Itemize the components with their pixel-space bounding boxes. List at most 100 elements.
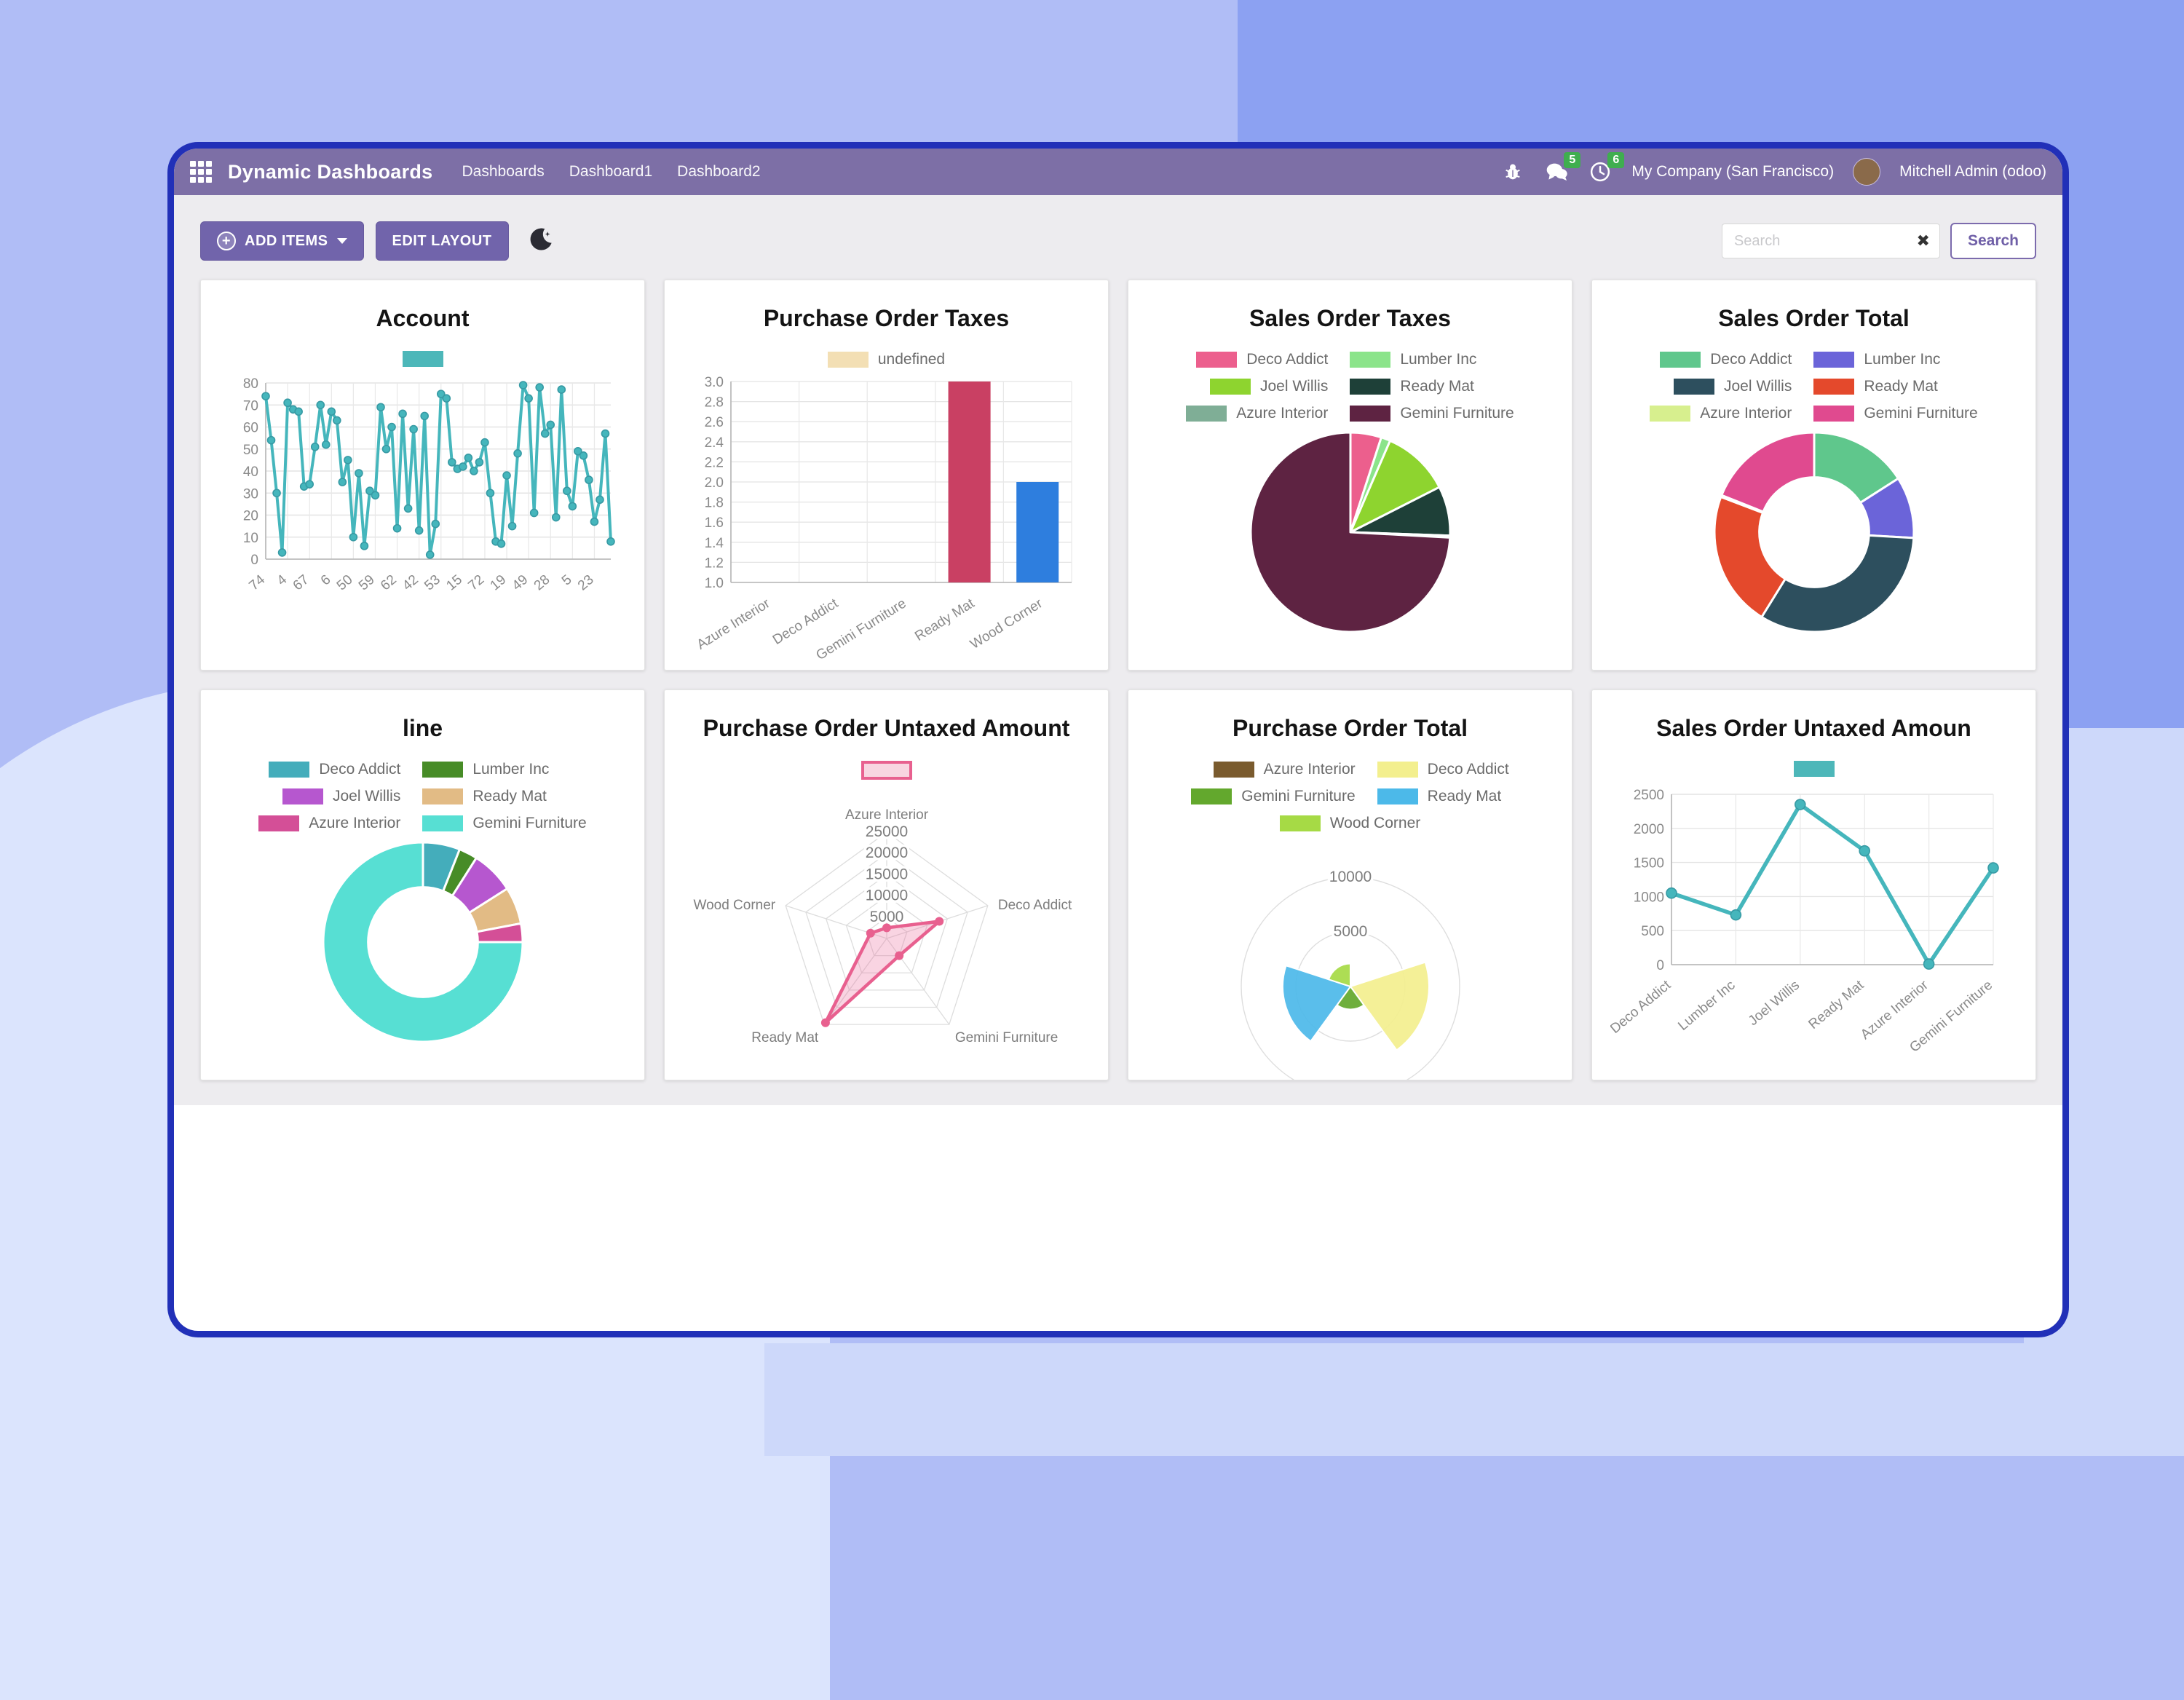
svg-text:Ready Mat: Ready Mat	[751, 1030, 819, 1045]
legend-item[interactable]: Lumber Inc	[1813, 351, 1940, 368]
svg-text:Wood Corner: Wood Corner	[693, 898, 775, 913]
chart-legend: Deco Addict Lumber Inc Joel Willis Ready Ma…	[1186, 351, 1514, 422]
card-sales-order-total: Sales Order Total Deco Addict Lumber Inc J…	[1591, 280, 2036, 671]
legend-swatch	[269, 762, 310, 778]
svg-text:42: 42	[400, 572, 422, 594]
svg-text:20: 20	[242, 509, 258, 524]
legend-swatch	[1350, 352, 1391, 368]
legend-swatch	[1813, 352, 1855, 368]
chart-legend: Azure Interior Deco Addict Gemini Furnitur…	[1191, 761, 1509, 832]
add-items-button[interactable]: + ADD ITEMS	[200, 221, 364, 261]
debug-bug-icon[interactable]	[1500, 159, 1525, 184]
legend-label: Gemini Furniture	[1400, 405, 1514, 422]
legend-item[interactable]: Azure Interior	[1650, 405, 1792, 422]
legend-label: Deco Addict	[1427, 761, 1509, 778]
svg-text:2.0: 2.0	[704, 475, 723, 491]
svg-text:5000: 5000	[869, 909, 903, 925]
legend-item[interactable]: Ready Mat	[422, 788, 547, 805]
legend-item[interactable]: undefined	[827, 351, 945, 368]
nav-menu-dashboards[interactable]: Dashboards	[462, 163, 545, 180]
legend-item[interactable]: Ready Mat	[1350, 378, 1474, 395]
navbar: Dynamic Dashboards Dashboards Dashboard1…	[174, 149, 2062, 195]
legend-label: Lumber Inc	[1864, 351, 1941, 368]
legend-item[interactable]	[860, 761, 912, 780]
legend-item[interactable]: Joel Willis	[1209, 378, 1328, 395]
user-menu[interactable]: Mitchell Admin (odoo)	[1899, 163, 2046, 180]
user-avatar[interactable]	[1853, 158, 1881, 186]
legend-item[interactable]: Azure Interior	[1213, 761, 1356, 778]
chart-legend: Deco Addict Lumber Inc Joel Willis Ready Ma…	[258, 761, 587, 832]
legend-item[interactable]: Ready Mat	[1813, 378, 1938, 395]
legend-item[interactable]: Deco Addict	[1660, 351, 1792, 368]
clear-search-icon[interactable]: ✖	[1916, 232, 1930, 250]
chart-legend: Deco Addict Lumber Inc Joel Willis Ready Ma…	[1650, 351, 1978, 422]
svg-text:60: 60	[242, 421, 258, 436]
purchase-order-total-polar-chart: 5000 10000	[1240, 866, 1460, 1080]
legend-swatch	[422, 762, 464, 778]
svg-text:25000: 25000	[865, 823, 907, 840]
nav-menu-dashboard1[interactable]: Dashboard1	[569, 163, 653, 180]
legend-item[interactable]: Ready Mat	[1377, 788, 1501, 805]
card-account: Account 0 10 20 30 40 50 60 70 80 74 4 67 6 50 59 62 42 5…	[200, 280, 645, 671]
messages-icon[interactable]: 5	[1544, 152, 1581, 184]
legend-label: Lumber Inc	[472, 761, 550, 778]
legend-item[interactable]: Lumber Inc	[1350, 351, 1476, 368]
svg-text:3.0: 3.0	[704, 375, 723, 390]
legend-label: Ready Mat	[472, 788, 547, 804]
legend-item[interactable]: Wood Corner	[1279, 815, 1420, 832]
legend-label: Gemini Furniture	[1864, 405, 1978, 422]
nav-menu-dashboard2[interactable]: Dashboard2	[677, 163, 761, 180]
legend-item[interactable]	[402, 351, 443, 367]
legend-item[interactable]: Gemini Furniture	[422, 815, 587, 832]
legend-label: Azure Interior	[309, 815, 401, 831]
legend-label: Deco Addict	[1710, 351, 1792, 368]
svg-text:Azure Interior: Azure Interior	[694, 596, 772, 653]
legend-item[interactable]: Joel Willis	[282, 788, 400, 805]
svg-text:2.6: 2.6	[704, 415, 723, 430]
svg-text:19: 19	[487, 572, 509, 594]
svg-text:5000: 5000	[1333, 923, 1367, 940]
app-window: Dynamic Dashboards Dashboards Dashboard1…	[167, 142, 2069, 1337]
search-input[interactable]	[1721, 224, 1940, 258]
svg-text:2500: 2500	[1633, 788, 1663, 803]
dark-mode-moon-icon[interactable]	[526, 225, 555, 258]
chart-title: Account	[376, 305, 470, 331]
svg-text:28: 28	[531, 572, 553, 594]
svg-text:1500: 1500	[1633, 856, 1663, 871]
legend-item[interactable]: Azure Interior	[258, 815, 400, 832]
legend-item[interactable]: Lumber Inc	[422, 761, 549, 778]
legend-item[interactable]: Deco Addict	[269, 761, 400, 778]
legend-swatch	[827, 352, 869, 368]
legend-swatch	[1377, 788, 1418, 804]
svg-text:Ready Mat: Ready Mat	[1805, 977, 1867, 1032]
legend-item[interactable]: Deco Addict	[1377, 761, 1509, 778]
legend-item[interactable]: Gemini Furniture	[1191, 788, 1356, 805]
legend-label: Gemini Furniture	[472, 815, 587, 831]
search-button[interactable]: Search	[1950, 223, 2036, 259]
legend-item[interactable]	[1793, 761, 1835, 777]
svg-text:Deco Addict: Deco Addict	[997, 898, 1072, 913]
edit-layout-button[interactable]: EDIT LAYOUT	[375, 221, 509, 261]
legend-item[interactable]: Gemini Furniture	[1813, 405, 1978, 422]
legend-item[interactable]: Gemini Furniture	[1350, 405, 1514, 422]
company-switcher[interactable]: My Company (San Francisco)	[1631, 163, 1835, 180]
line-doughnut-chart	[322, 841, 523, 1043]
svg-text:500: 500	[1641, 924, 1664, 939]
legend-item[interactable]: Deco Addict	[1196, 351, 1328, 368]
svg-text:2.8: 2.8	[704, 395, 723, 411]
legend-label: Ready Mat	[1400, 378, 1474, 395]
app-title: Dynamic Dashboards	[228, 160, 433, 183]
svg-text:50: 50	[242, 443, 258, 458]
activities-clock-icon[interactable]: 6	[1588, 152, 1625, 184]
svg-text:53: 53	[422, 572, 443, 594]
legend-item[interactable]: Joel Willis	[1673, 378, 1792, 395]
svg-text:72: 72	[465, 572, 487, 594]
legend-label: Azure Interior	[1263, 761, 1356, 778]
legend-item[interactable]: Azure Interior	[1186, 405, 1328, 422]
svg-text:2.4: 2.4	[704, 435, 724, 451]
sales-order-taxes-pie-chart	[1249, 431, 1451, 633]
card-purchase-order-taxes: Purchase Order Taxes undefined 1.0 1.2 1.4…	[664, 280, 1109, 671]
svg-text:10000: 10000	[1329, 869, 1371, 885]
apps-grid-icon[interactable]	[190, 161, 212, 183]
